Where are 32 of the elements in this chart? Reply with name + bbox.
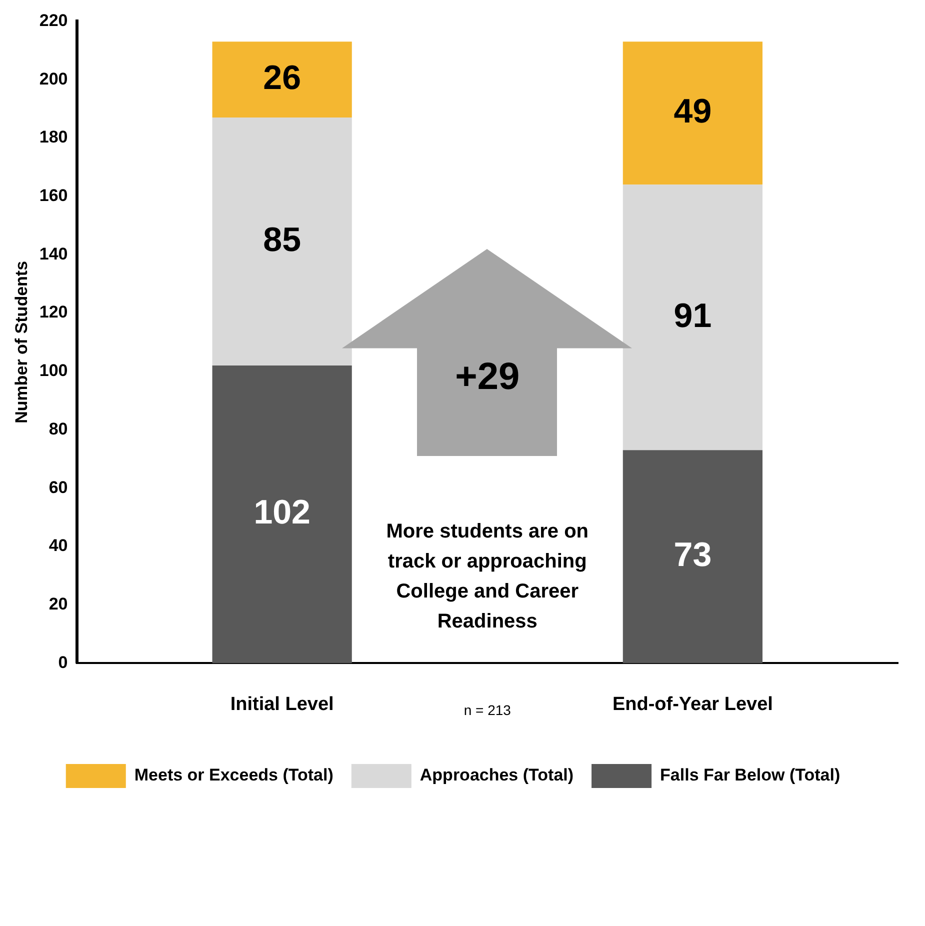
y-tick-label: 80 bbox=[48, 419, 68, 438]
legend-label: Approaches (Total) bbox=[420, 766, 574, 785]
y-tick-label: 0 bbox=[58, 652, 68, 672]
y-tick-label: 40 bbox=[48, 536, 68, 556]
data-label: 91 bbox=[674, 296, 712, 335]
bar bbox=[622, 42, 762, 185]
x-tick-label: End-of-Year Level bbox=[612, 694, 773, 715]
annotation: +29 bbox=[454, 355, 521, 400]
y-tick-label: 220 bbox=[39, 10, 68, 30]
data-label: 85 bbox=[263, 220, 301, 259]
y-tick-label: 100 bbox=[39, 361, 68, 380]
x-tick-label: Initial Level bbox=[230, 694, 334, 715]
bar bbox=[212, 42, 352, 118]
legend-label: Meets or Exceeds (Total) bbox=[134, 766, 334, 785]
annotation: More students are on track or approaching College and Career Readiness bbox=[386, 520, 589, 632]
y-tick-label: 180 bbox=[39, 128, 68, 147]
data-label: 102 bbox=[254, 494, 310, 532]
bar bbox=[622, 450, 762, 664]
y-tick-label: 200 bbox=[39, 69, 68, 88]
y-axis-title: Number of Students bbox=[12, 260, 31, 424]
y-tick-label: 120 bbox=[39, 302, 68, 322]
y-tick-label: 60 bbox=[48, 478, 68, 497]
legend-label: Falls Far Below (Total) bbox=[660, 766, 840, 785]
y-tick-label: 20 bbox=[48, 594, 68, 614]
data-label: 26 bbox=[263, 58, 301, 97]
bar bbox=[212, 366, 352, 664]
bar bbox=[212, 118, 352, 366]
y-tick-label: 140 bbox=[39, 244, 68, 264]
text: n = 213 bbox=[464, 702, 512, 718]
data-label: 49 bbox=[674, 92, 712, 130]
y-tick-label: 160 bbox=[39, 186, 68, 205]
data-label: 73 bbox=[674, 536, 712, 574]
